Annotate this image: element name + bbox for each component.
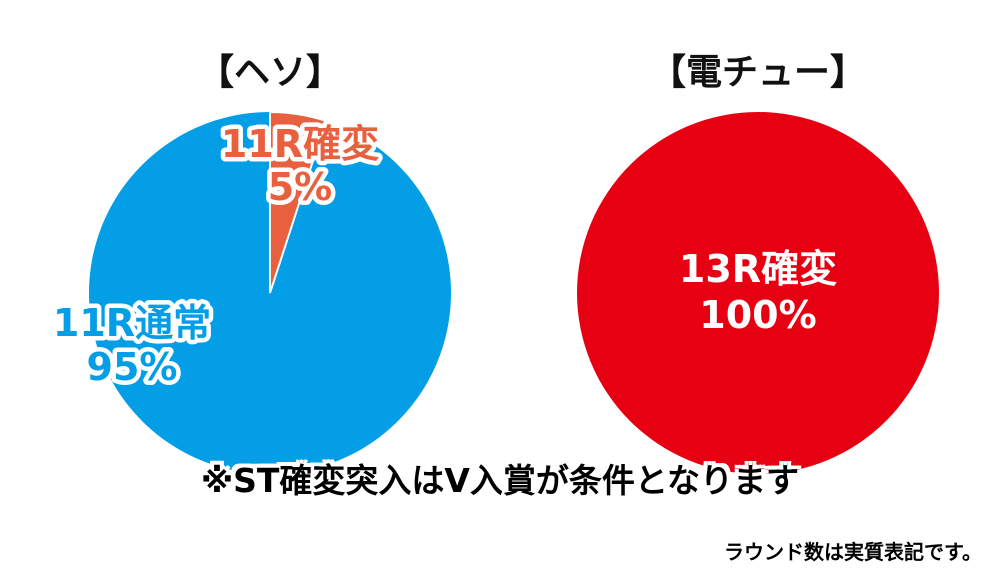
pie-slice-denchu-13r-kakuhen	[577, 112, 939, 474]
condition-note: ※ST確変突入はV入賞が条件となります	[201, 461, 799, 500]
pie-heso: 【ヘソ】 11R確変 5% 11R通常 95%	[48, 52, 451, 474]
pie-title-heso: 【ヘソ】	[198, 52, 342, 93]
slice-percent-denchu-kakuhen: 100%	[699, 293, 816, 337]
round-footnote: ラウンド数は実質表記です。	[724, 540, 982, 564]
pie-denchu: 【電チュー】 13R確変 100%	[577, 52, 939, 474]
slice-percent-heso-normal: 95%	[87, 345, 178, 389]
slice-percent-heso-kakuhen: 5%	[268, 165, 333, 209]
pie-title-denchu: 【電チュー】	[650, 52, 866, 93]
slice-label-denchu-kakuhen: 13R確変	[679, 247, 837, 291]
slice-label-heso-normal: 11R通常	[53, 301, 211, 345]
pie-slice-heso-11r-kakuhen	[269, 110, 328, 294]
slice-label-heso-kakuhen: 11R確変	[221, 122, 379, 166]
